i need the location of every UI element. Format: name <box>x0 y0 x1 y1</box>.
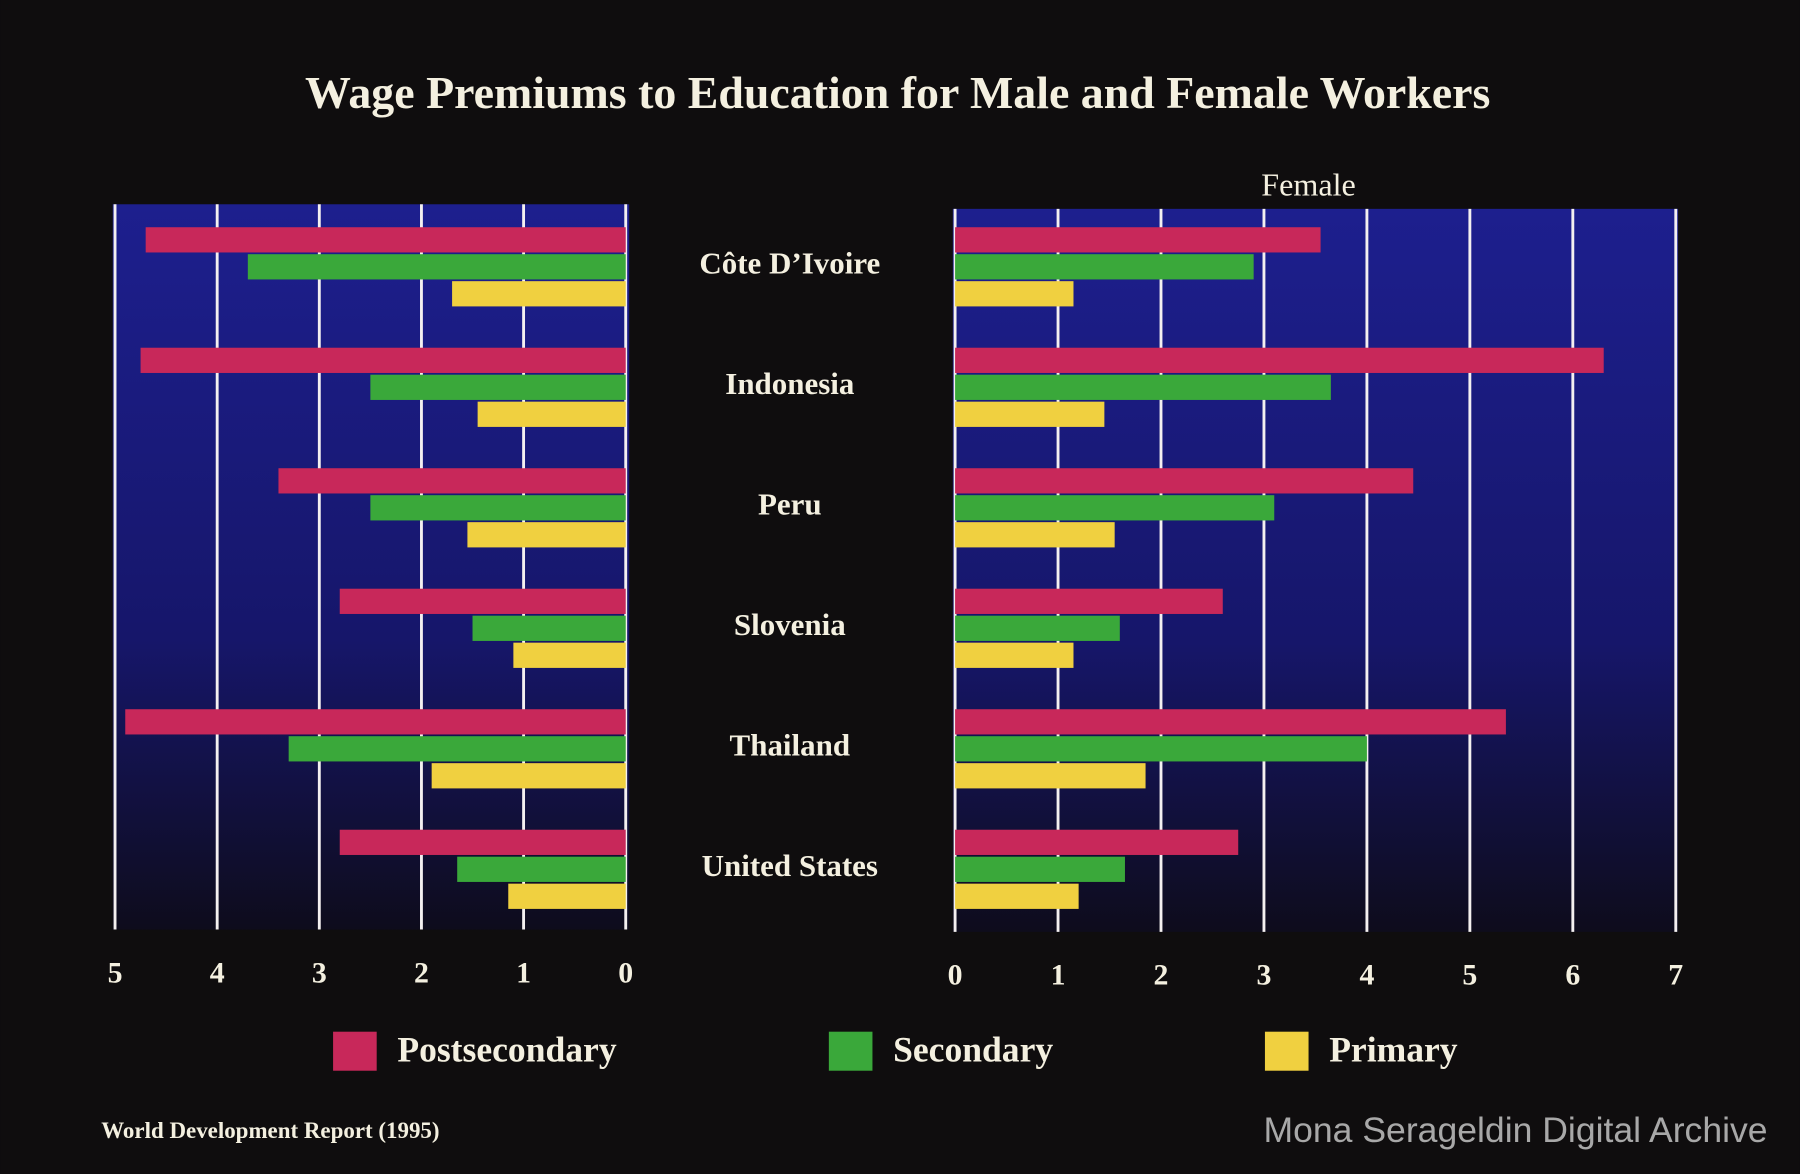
x-tick-label: 3 <box>312 956 327 989</box>
x-tick-label: 0 <box>618 956 633 989</box>
x-tick-label: 1 <box>1051 959 1066 992</box>
panel-male <box>112 204 630 930</box>
bar <box>370 495 626 521</box>
legend-label: Postsecondary <box>397 1030 616 1070</box>
bar <box>955 736 1367 762</box>
source: World Development Report (1995) <box>101 1118 439 1143</box>
bar <box>125 709 626 735</box>
watermark: Mona Serageldin Digital Archive <box>1264 1110 1768 1150</box>
bar <box>955 883 1079 909</box>
bar <box>477 401 626 427</box>
x-tick-label: 7 <box>1668 959 1683 992</box>
bar <box>955 254 1254 280</box>
category-label: Thailand <box>730 727 851 762</box>
x-tick-label: 2 <box>414 956 429 989</box>
bar <box>955 615 1120 641</box>
panel-female <box>952 208 1679 932</box>
x-tick-label: 5 <box>108 956 123 989</box>
bar <box>955 588 1223 614</box>
bar <box>452 281 626 307</box>
bar <box>955 281 1074 307</box>
bar <box>339 588 626 614</box>
bar <box>955 829 1239 855</box>
bar <box>955 709 1506 735</box>
bar <box>288 736 626 762</box>
bar <box>431 763 626 789</box>
bar <box>457 856 626 882</box>
category-label: Slovenia <box>734 607 846 642</box>
bar <box>955 374 1331 400</box>
bar <box>955 642 1074 668</box>
x-tick-label: 4 <box>210 956 225 989</box>
x-tick-label: 4 <box>1359 959 1374 992</box>
bar <box>370 374 626 400</box>
category-label: United States <box>702 848 878 883</box>
bar <box>955 468 1414 494</box>
legend-swatch <box>333 1031 377 1071</box>
category-label: Côte D’Ivoire <box>699 245 880 280</box>
x-tick-label: 5 <box>1462 959 1477 992</box>
bar <box>278 468 626 494</box>
x-tick-label: 2 <box>1154 959 1169 992</box>
x-tick-label: 6 <box>1565 959 1580 992</box>
bar <box>513 642 626 668</box>
bar <box>955 763 1146 789</box>
bar <box>472 615 626 641</box>
legend-swatch <box>828 1031 873 1071</box>
bar <box>955 401 1105 427</box>
bar <box>247 254 626 280</box>
x-tick-label: 0 <box>948 959 963 992</box>
category-label: Indonesia <box>725 366 855 401</box>
legend-swatch <box>1264 1031 1309 1071</box>
bar <box>955 522 1115 548</box>
bar <box>467 522 626 548</box>
legend-label: Secondary <box>893 1030 1053 1070</box>
bar <box>955 495 1275 521</box>
x-tick-label: 1 <box>516 956 531 989</box>
bar <box>145 227 626 253</box>
chart-title: Wage Premiums to Education for Male and … <box>305 67 1490 118</box>
bar <box>955 856 1125 882</box>
category-label: Peru <box>758 486 822 521</box>
bar <box>955 347 1604 373</box>
bar <box>339 829 626 855</box>
bar <box>508 883 626 909</box>
panel-title: Female <box>1261 167 1356 203</box>
bar <box>955 227 1321 253</box>
x-tick-label: 3 <box>1256 959 1271 992</box>
bar <box>140 347 626 373</box>
legend-label: Primary <box>1329 1030 1458 1070</box>
